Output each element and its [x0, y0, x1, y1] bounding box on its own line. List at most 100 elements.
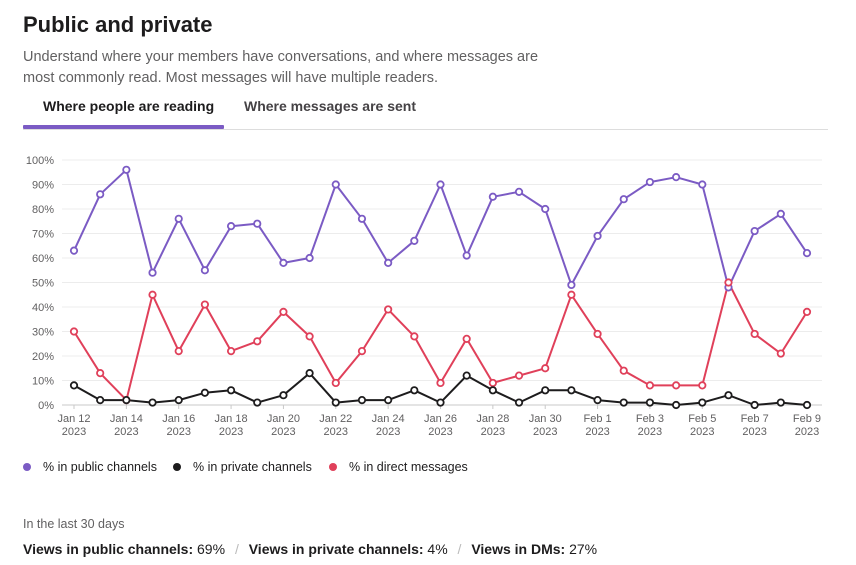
- data-point-series-2: [410, 332, 419, 341]
- y-tick-label: 50%: [32, 278, 54, 290]
- data-point-series-1: [357, 396, 367, 405]
- x-tick-label: Feb 1: [584, 413, 612, 425]
- y-tick-label: 10%: [32, 376, 54, 388]
- data-point-series-1: [619, 398, 628, 407]
- data-point-series-2: [357, 347, 367, 356]
- data-point-series-2: [384, 305, 393, 314]
- data-point-series-1: [593, 396, 602, 405]
- data-point-series-1: [724, 391, 733, 400]
- data-point-series-1: [462, 371, 471, 380]
- data-point-series-1: [279, 391, 288, 400]
- y-tick-label: 20%: [32, 351, 54, 363]
- data-point-series-2: [750, 329, 759, 339]
- data-point-series-1: [567, 386, 576, 395]
- data-point-series-1: [750, 400, 759, 410]
- x-tick-label-year: 2023: [271, 426, 295, 438]
- data-point-series-1: [122, 396, 131, 405]
- stat-label-private: Views in private channels:: [248, 541, 424, 557]
- data-point-series-0: [357, 214, 367, 223]
- y-tick-label: 0%: [38, 400, 54, 412]
- x-tick-label-year: 2023: [376, 426, 400, 438]
- data-point-series-2: [436, 378, 445, 388]
- data-point-series-0: [698, 180, 707, 189]
- data-point-series-1: [672, 400, 681, 410]
- data-point-series-1: [776, 398, 785, 407]
- legend-dot-private: [173, 463, 181, 471]
- x-tick-label: Feb 7: [741, 413, 769, 425]
- y-tick-label: 70%: [32, 229, 54, 241]
- data-point-series-2: [541, 364, 550, 373]
- data-point-series-1: [226, 386, 236, 395]
- stat-value-dms: 27%: [569, 541, 598, 557]
- data-point-series-2: [645, 381, 655, 390]
- x-tick-label: Jan 20: [267, 413, 300, 425]
- stat-value-private: 4%: [427, 541, 448, 557]
- data-point-series-0: [331, 180, 340, 189]
- data-point-series-2: [672, 381, 681, 390]
- data-point-series-0: [593, 231, 602, 241]
- data-point-series-2: [619, 366, 628, 375]
- data-point-series-1: [253, 398, 262, 407]
- y-tick-label: 80%: [32, 204, 54, 216]
- page-title: Public and private: [23, 12, 213, 37]
- data-point-series-1: [541, 386, 550, 395]
- data-point-series-2: [69, 327, 79, 336]
- stat-label-public: Views in public channels:: [23, 541, 194, 557]
- stat-separator: /: [457, 541, 462, 557]
- period-caption: In the last 30 days: [23, 517, 125, 531]
- data-point-series-2: [331, 378, 340, 388]
- stat-separator: /: [234, 541, 239, 557]
- data-point-series-1: [384, 396, 393, 405]
- x-tick-label-year: 2023: [62, 426, 86, 438]
- legend-dot-direct: [329, 463, 337, 471]
- data-point-series-2: [724, 278, 733, 287]
- data-point-series-2: [698, 381, 707, 390]
- data-point-series-0: [226, 222, 236, 231]
- data-point-series-1: [436, 398, 445, 407]
- x-tick-label-year: 2023: [533, 426, 557, 438]
- line-chart: 0%10%20%30%40%50%60%70%80%90%100%Jan 122…: [26, 155, 822, 438]
- x-tick-label: Jan 18: [215, 413, 248, 425]
- data-point-series-2: [305, 332, 314, 341]
- x-tick-label-year: 2023: [690, 426, 714, 438]
- data-point-series-0: [69, 246, 79, 255]
- x-tick-label-year: 2023: [638, 426, 662, 438]
- data-point-series-0: [96, 190, 105, 199]
- x-tick-label: Jan 12: [57, 413, 90, 425]
- data-point-series-1: [96, 396, 105, 405]
- x-tick-label-year: 2023: [428, 426, 452, 438]
- x-tick-label-year: 2023: [324, 426, 348, 438]
- data-point-series-2: [174, 347, 183, 356]
- data-point-series-1: [698, 398, 707, 407]
- data-point-series-2: [253, 337, 262, 346]
- tab-where-people-are-reading[interactable]: Where people are reading: [43, 98, 215, 114]
- data-point-series-0: [148, 268, 157, 277]
- data-point-series-2: [567, 290, 576, 299]
- tab-where-messages-are-sent[interactable]: Where messages are sent: [244, 98, 416, 114]
- data-point-series-0: [174, 214, 183, 223]
- data-point-series-0: [750, 226, 759, 236]
- data-point-series-1: [410, 386, 419, 395]
- legend-label-direct: % in direct messages: [349, 460, 468, 474]
- data-point-series-1: [645, 398, 655, 407]
- x-tick-label: Feb 5: [688, 413, 716, 425]
- data-point-series-2: [226, 347, 236, 356]
- data-point-series-0: [802, 249, 812, 258]
- legend-label-private: % in private channels: [193, 460, 312, 474]
- x-tick-label-year: 2023: [481, 426, 505, 438]
- data-point-series-1: [514, 398, 524, 407]
- data-point-series-0: [305, 253, 314, 263]
- x-tick-label: Jan 28: [476, 413, 509, 425]
- x-tick-label: Jan 24: [372, 413, 405, 425]
- x-tick-label: Jan 30: [529, 413, 562, 425]
- y-tick-label: 40%: [32, 302, 54, 314]
- y-tick-label: 100%: [26, 155, 54, 167]
- data-point-series-1: [331, 398, 340, 407]
- x-tick-label-year: 2023: [585, 426, 609, 438]
- data-point-series-2: [279, 307, 288, 316]
- data-point-series-2: [776, 349, 785, 358]
- stat-label-dms: Views in DMs:: [471, 541, 566, 557]
- data-point-series-2: [200, 300, 209, 309]
- data-point-series-0: [514, 187, 524, 196]
- data-point-series-2: [148, 290, 157, 299]
